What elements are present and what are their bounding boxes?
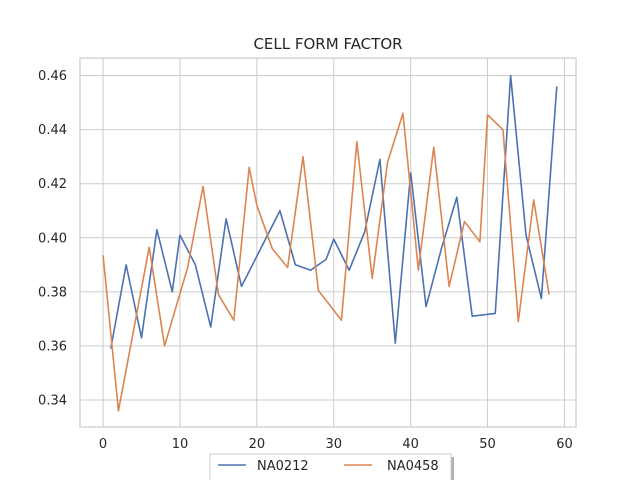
- plot-area: [79, 57, 577, 428]
- x-tick-label: 0: [99, 437, 107, 452]
- x-tick-label: 20: [249, 437, 266, 452]
- legend: NA0212 NA0458: [209, 453, 454, 480]
- legend-label-na0212: NA0212: [257, 459, 309, 474]
- chart-title: CELL FORM FACTOR: [253, 35, 402, 53]
- series-lines: [102, 74, 558, 412]
- x-tick-label: 50: [479, 437, 496, 452]
- legend-box: [209, 453, 452, 480]
- x-tick-label: 30: [325, 437, 342, 452]
- x-tick-label: 60: [556, 437, 573, 452]
- series-line-na0458: [102, 112, 550, 412]
- y-tick-label: 0.42: [38, 177, 67, 192]
- y-tick-label: 0.44: [38, 123, 67, 138]
- x-axis: 0 10 20 30 40 50 60: [99, 437, 573, 452]
- x-tick-label: 40: [402, 437, 419, 452]
- y-tick-label: 0.46: [38, 69, 67, 84]
- y-tick-label: 0.38: [38, 285, 67, 300]
- y-tick-label: 0.36: [38, 339, 67, 354]
- x-tick-label: 10: [172, 437, 189, 452]
- y-tick-label: 0.34: [38, 393, 67, 408]
- legend-label-na0458: NA0458: [387, 459, 439, 474]
- y-axis: 0.34 0.36 0.38 0.40 0.42 0.44 0.46: [38, 69, 67, 408]
- y-tick-label: 0.40: [38, 231, 67, 246]
